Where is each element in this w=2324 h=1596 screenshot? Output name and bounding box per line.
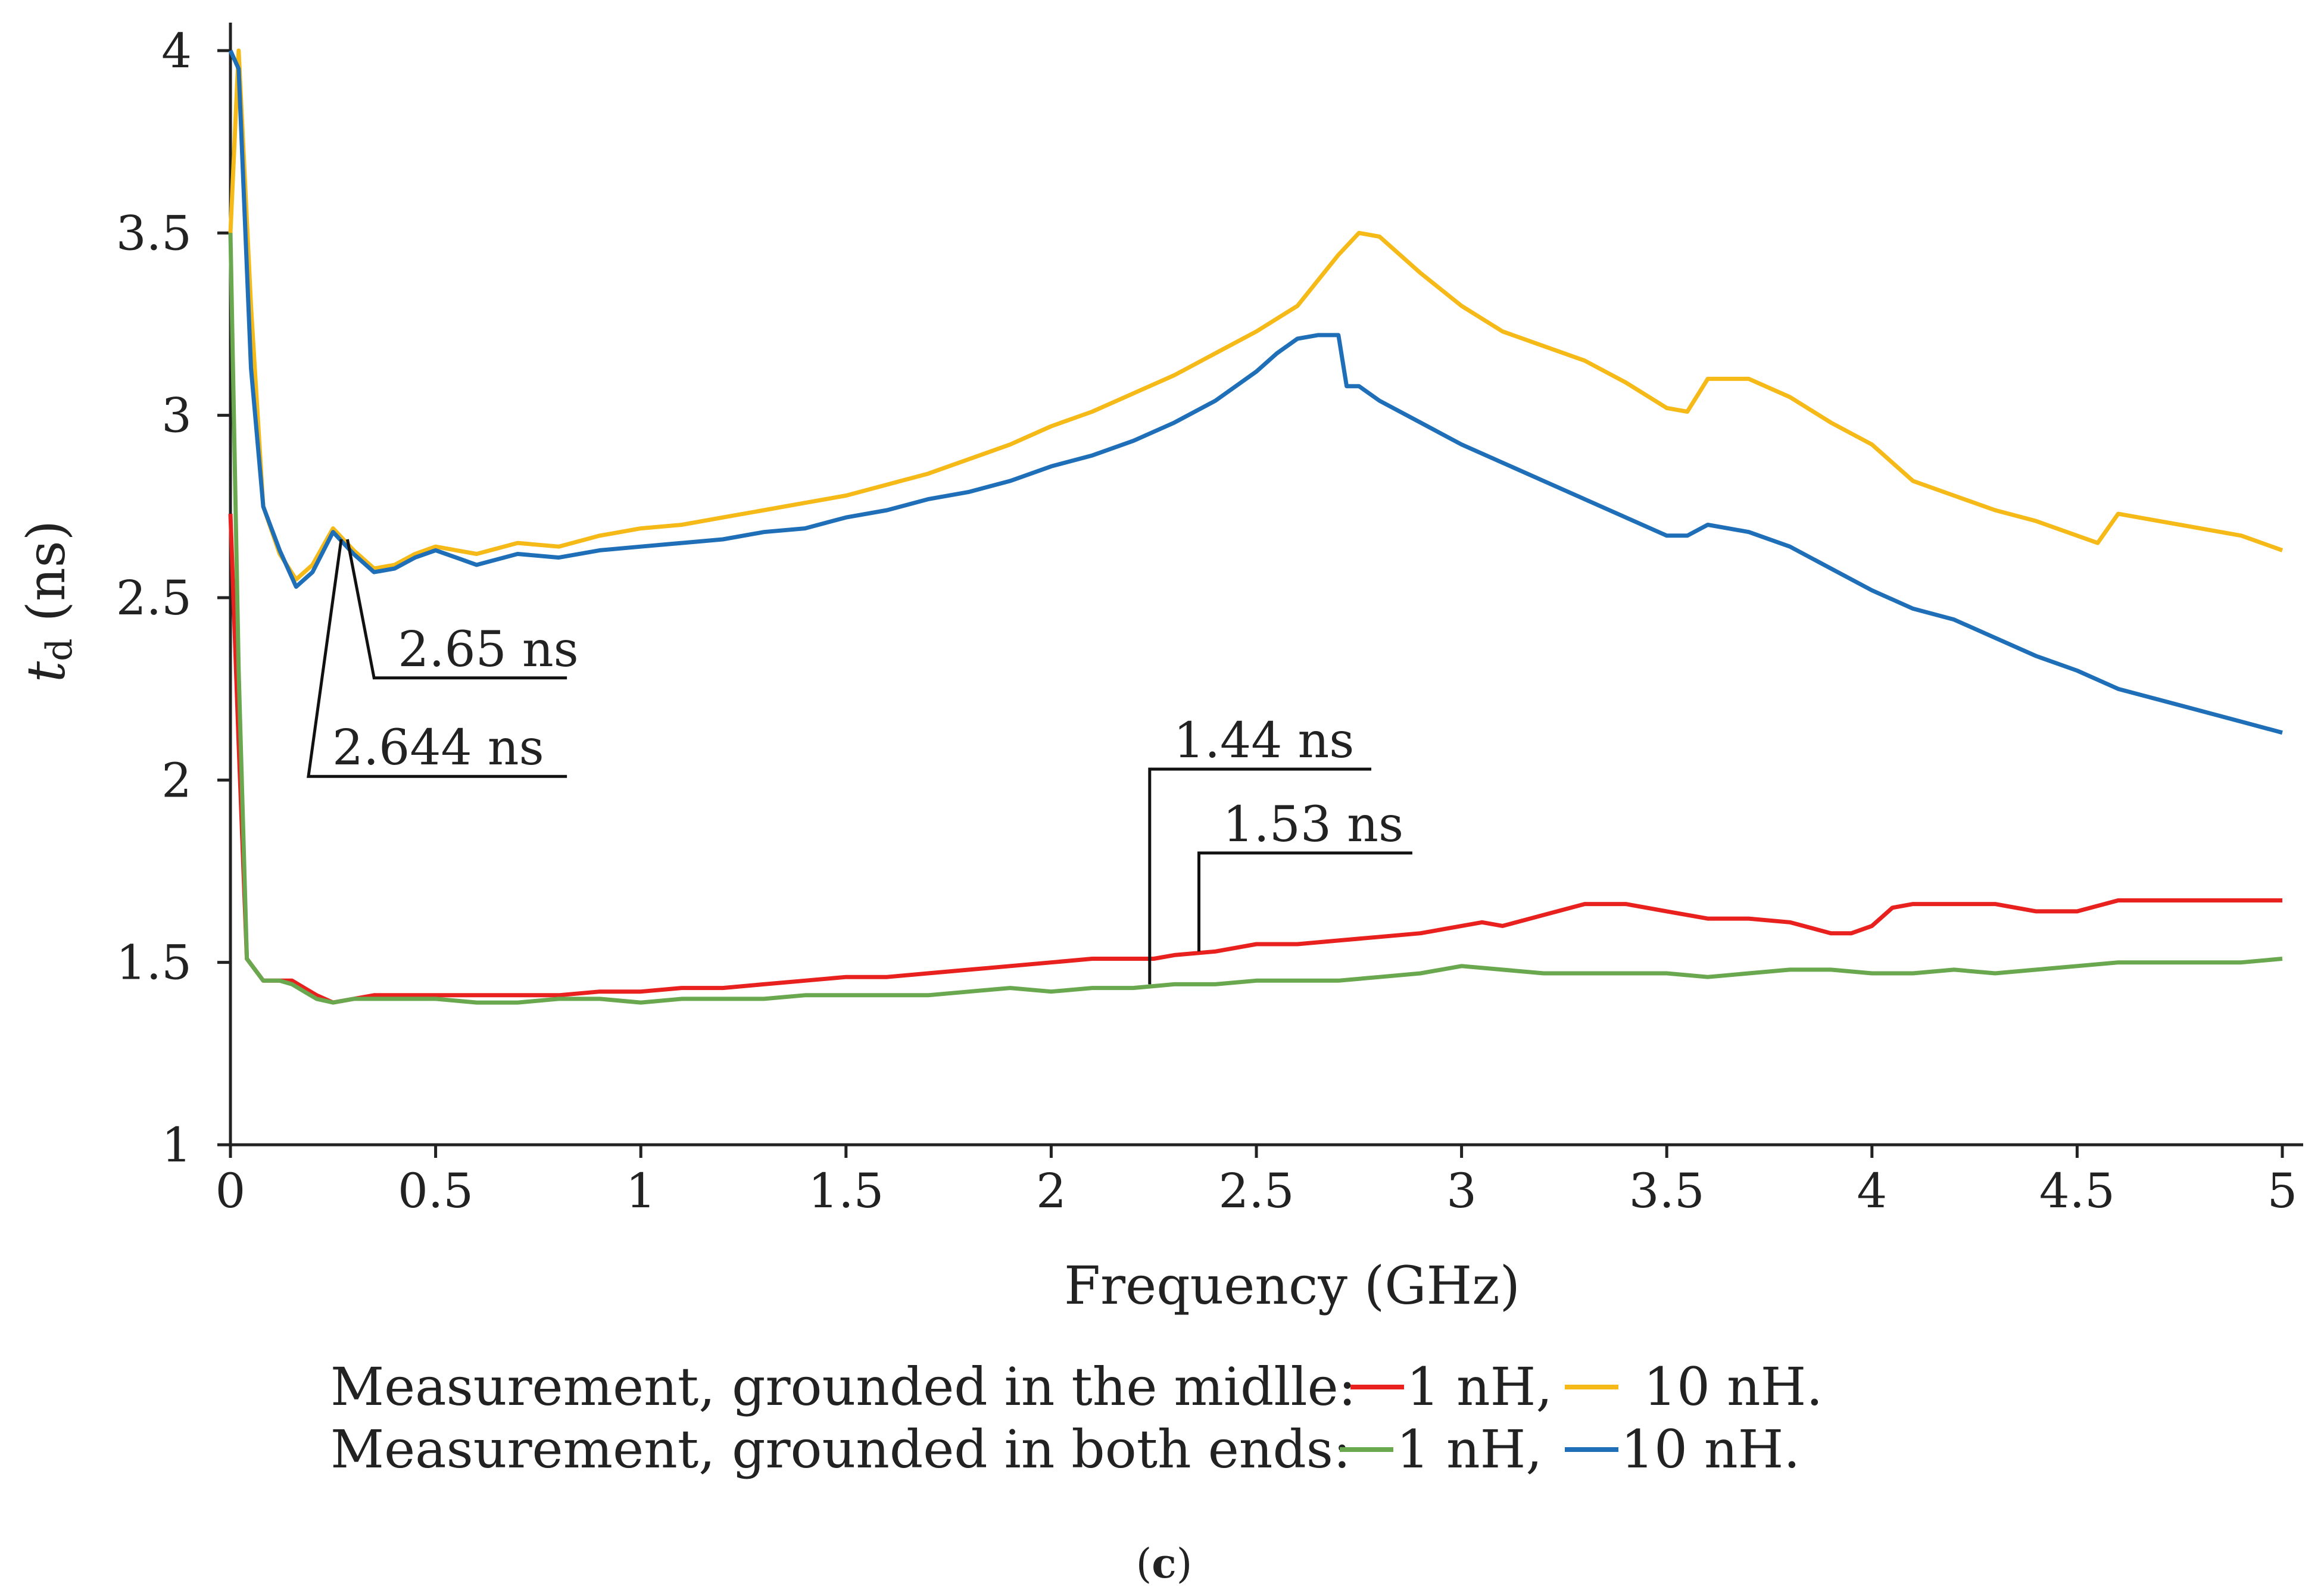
y-tick-label: 4 (161, 23, 192, 79)
series-line-4 (228, 49, 2283, 735)
series-line-2 (228, 48, 2284, 582)
legend-item-ends-10nh: 10 nH. (1621, 1419, 1800, 1480)
figure-caption: (c) (1136, 1540, 1192, 1588)
x-tick-label: 4 (1857, 1163, 1887, 1219)
x-tick-label: 2.5 (1218, 1163, 1294, 1219)
annotation-label-3: 1.44 ns (1174, 713, 1355, 769)
y-axis-title-unit: (ns) (15, 520, 77, 638)
x-tick-label: 3.5 (1629, 1163, 1705, 1219)
y-tick-label: 2 (161, 752, 192, 808)
annotation-leader-1 (345, 539, 567, 680)
x-tick-label: 4.5 (2039, 1163, 2115, 1219)
caption-open: ( (1136, 1541, 1152, 1588)
x-tick-label: 1 (626, 1163, 656, 1219)
x-axis-title: Frequency (GHz) (1064, 1255, 1520, 1316)
legend-item-ends-1nh: 1 nH, (1396, 1419, 1542, 1480)
annotation-layer: 2.65 ns 2.644 ns 1.44 ns 1.53 ns (307, 539, 1412, 985)
legend-row1-label: Measurement, grounded in the midlle: (330, 1356, 1356, 1417)
caption-letter: c (1152, 1540, 1176, 1588)
legend-item-middle-10nh: 10 nH. (1643, 1356, 1823, 1417)
x-tick-label: 2 (1036, 1163, 1066, 1219)
y-tick-label: 3.5 (116, 205, 192, 261)
y-tick-label: 1.5 (116, 935, 192, 991)
series-line-1 (228, 513, 2282, 1005)
legend-row2-label: Measurement, grounded in both ends: (330, 1419, 1351, 1480)
y-axis-title: td (ns) (15, 520, 80, 682)
x-tick-label: 1.5 (808, 1163, 884, 1219)
y-tick-label: 1 (161, 1117, 192, 1173)
annotation-label-1: 2.65 ns (398, 621, 579, 678)
x-tick-label: 5 (2267, 1163, 2298, 1219)
series-layer (228, 48, 2284, 1005)
legend-item-middle-1nh: 1 nH, (1406, 1356, 1552, 1417)
axes: 0 0.5 1 1.5 2 2.5 3 3.5 4 4.5 5 1 1.5 2 2.5 3 3.5 4 (116, 23, 2303, 1219)
series-line-3 (228, 233, 2283, 1005)
y-tick-label: 2.5 (116, 570, 192, 626)
caption-close: ) (1177, 1541, 1193, 1588)
x-tick-label: 0.5 (398, 1163, 473, 1219)
legend: Measurement, grounded in the midlle: 1 n… (330, 1356, 1823, 1480)
y-tick-label: 3 (161, 388, 192, 443)
annotation-leader-3 (1148, 767, 1371, 985)
y-axis-title-main: t (15, 661, 77, 682)
x-tick-label: 0 (216, 1163, 246, 1219)
x-tick-label: 3 (1446, 1163, 1477, 1219)
y-axis-title-sub: d (39, 638, 80, 661)
annotation-label-4: 1.53 ns (1223, 797, 1404, 853)
annotation-leader-4 (1197, 851, 1412, 952)
annotation-label-2: 2.644 ns (332, 720, 544, 776)
annotation-leader-2 (307, 539, 567, 778)
